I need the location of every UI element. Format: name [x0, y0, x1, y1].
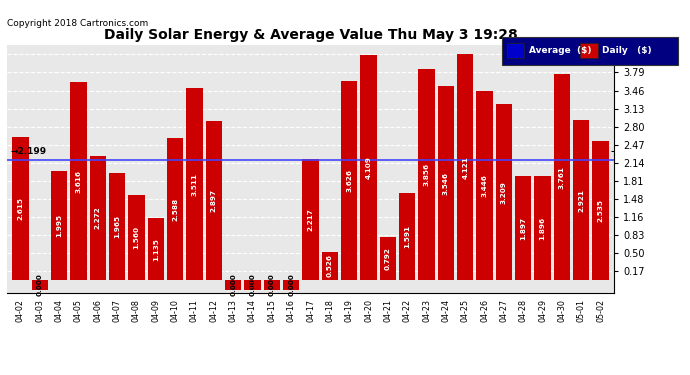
Bar	[148, 218, 164, 280]
Bar	[283, 280, 299, 290]
Text: 3.446: 3.446	[482, 174, 488, 197]
Bar	[515, 176, 531, 280]
Text: →2.199: →2.199	[11, 147, 47, 156]
Text: 3.546: 3.546	[443, 172, 449, 195]
Text: 2.615: 2.615	[17, 197, 23, 220]
Text: 1.560: 1.560	[133, 226, 139, 249]
Bar	[457, 54, 473, 280]
Text: 2.588: 2.588	[172, 198, 178, 221]
Bar	[380, 237, 396, 280]
Bar	[553, 74, 570, 280]
Text: 1.995: 1.995	[56, 214, 62, 237]
Text: 0.000: 0.000	[250, 274, 255, 297]
Text: 3.761: 3.761	[559, 166, 565, 189]
Text: 3.511: 3.511	[191, 172, 197, 195]
Bar	[476, 92, 493, 280]
Text: 1.135: 1.135	[152, 238, 159, 261]
Bar	[573, 120, 589, 280]
Bar	[12, 137, 29, 280]
Bar	[534, 176, 551, 280]
Text: 3.616: 3.616	[75, 170, 81, 193]
Text: Daily   ($): Daily ($)	[602, 46, 651, 55]
Bar	[418, 69, 435, 280]
Text: 2.217: 2.217	[308, 208, 313, 231]
Bar	[206, 122, 222, 280]
Bar	[90, 156, 106, 280]
Bar	[186, 88, 203, 280]
Bar	[322, 252, 338, 280]
Text: 1.897: 1.897	[520, 217, 526, 240]
Text: 0.000: 0.000	[230, 274, 236, 297]
Bar	[341, 81, 357, 280]
Bar	[437, 86, 454, 280]
Text: 2.897: 2.897	[211, 189, 217, 212]
Text: 3.856: 3.856	[424, 163, 430, 186]
Text: 0.000: 0.000	[288, 274, 294, 297]
Text: 3.626: 3.626	[346, 170, 352, 192]
Bar	[360, 55, 377, 280]
Text: 4.109: 4.109	[366, 156, 371, 179]
Bar	[495, 104, 512, 280]
Text: Average  ($): Average ($)	[529, 46, 591, 55]
Text: 0.526: 0.526	[327, 255, 333, 278]
Text: 4.121: 4.121	[462, 156, 469, 179]
Bar	[109, 172, 126, 280]
Text: 0.000: 0.000	[269, 274, 275, 297]
Bar	[167, 138, 184, 280]
Text: Copyright 2018 Cartronics.com: Copyright 2018 Cartronics.com	[7, 19, 148, 28]
Bar	[399, 193, 415, 280]
Bar	[70, 82, 87, 280]
Bar	[225, 280, 241, 290]
Text: 2.272: 2.272	[95, 207, 101, 230]
Text: 0.000: 0.000	[37, 274, 43, 297]
Bar	[592, 141, 609, 280]
Text: 0.792: 0.792	[385, 247, 391, 270]
Bar	[51, 171, 68, 280]
Text: 2.921: 2.921	[578, 189, 584, 212]
Text: 1.591: 1.591	[404, 225, 410, 248]
Text: 1.965: 1.965	[114, 215, 120, 238]
Title: Daily Solar Energy & Average Value Thu May 3 19:28: Daily Solar Energy & Average Value Thu M…	[104, 28, 518, 42]
Bar	[32, 280, 48, 290]
Bar	[302, 159, 319, 280]
Text: 3.209: 3.209	[501, 181, 507, 204]
Text: 2.535: 2.535	[598, 200, 604, 222]
Bar	[244, 280, 261, 290]
Text: →2.99: →2.99	[610, 147, 640, 156]
Text: 1.896: 1.896	[540, 217, 546, 240]
Bar	[128, 195, 145, 280]
Bar	[264, 280, 280, 290]
